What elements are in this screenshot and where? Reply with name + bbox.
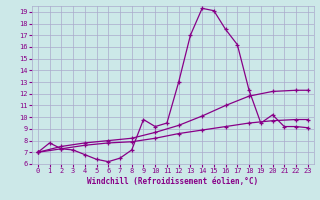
X-axis label: Windchill (Refroidissement éolien,°C): Windchill (Refroidissement éolien,°C) (87, 177, 258, 186)
